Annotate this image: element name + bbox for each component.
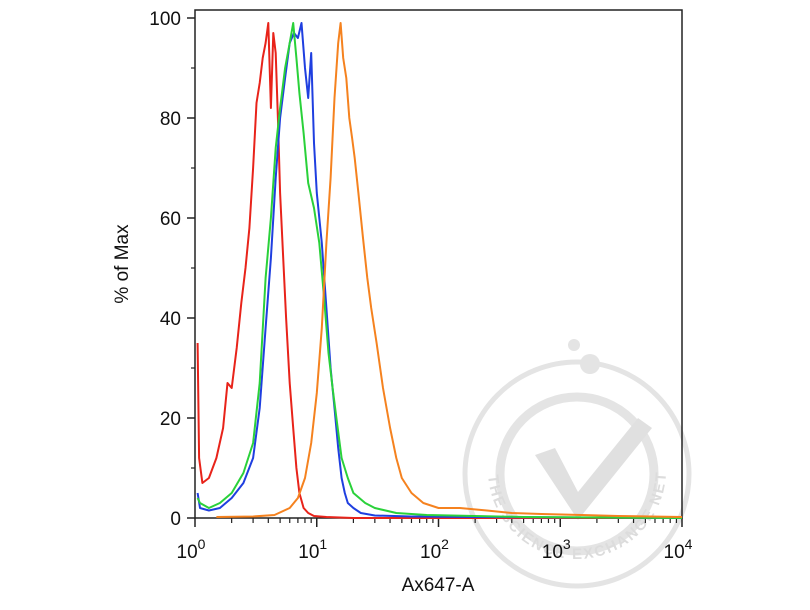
series-line-4 <box>216 22 683 518</box>
plot-frame <box>194 9 683 519</box>
watermark-dot-small <box>568 339 580 351</box>
watermark-dot-large <box>580 354 600 374</box>
x-tick-exponent: 2 <box>441 536 449 552</box>
series-line-1 <box>196 22 682 519</box>
x-tick-label: 100 <box>177 536 206 563</box>
x-tick-exponent: 0 <box>198 536 206 552</box>
watermark-outer-ring <box>462 359 692 589</box>
watermark-logo: THE SCIENCE EXCHANGE NETWORK <box>0 0 692 589</box>
x-tick-exponent: 4 <box>685 536 693 552</box>
x-tick-exponent: 1 <box>319 536 327 552</box>
y-tick-label: 40 <box>160 309 181 330</box>
series-line-2 <box>196 22 683 519</box>
series-line-3 <box>196 22 683 519</box>
y-axis: 0 20 40 60 80 100 <box>149 9 195 530</box>
y-tick-label: 0 <box>170 509 181 530</box>
x-tick-label: 101 <box>298 536 327 563</box>
x-tick-label: 102 <box>420 536 449 563</box>
y-axis-title: % of Max <box>112 224 133 304</box>
watermark-inner-ring <box>495 392 659 556</box>
y-tick-label: 20 <box>160 409 181 430</box>
x-axis-title: Ax647-A <box>402 575 475 596</box>
series-layer <box>196 22 683 519</box>
y-tick-label: 80 <box>160 109 181 130</box>
y-tick-label: 100 <box>149 9 181 30</box>
checkmark-icon <box>535 418 652 520</box>
x-tick-exponent: 3 <box>563 536 571 552</box>
y-tick-label: 60 <box>160 209 181 230</box>
